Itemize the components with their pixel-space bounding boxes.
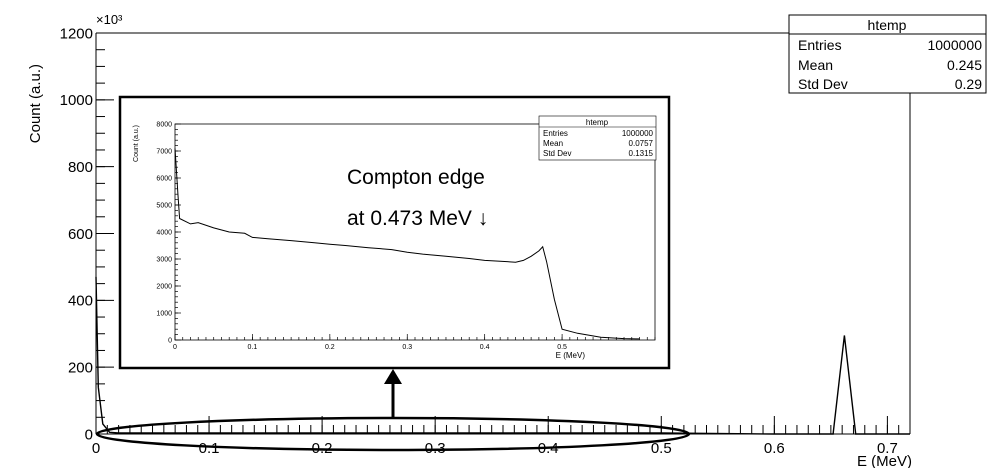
main-stats-stddev-label: Std Dev <box>798 76 848 92</box>
main-y-tick-label: 1000 <box>60 92 93 109</box>
inset-x-tick-label: 0.5 <box>557 344 567 351</box>
main-x-tick-label: 0.5 <box>651 440 672 457</box>
inset-stats-stddev-label: Std Dev <box>543 149 571 158</box>
main-stats-entries-value: 1000000 <box>927 37 982 53</box>
main-x-tick-label: 0.6 <box>764 440 785 457</box>
inset-stats-stddev-value: 0.1315 <box>629 149 654 158</box>
main-y-tick-label: 600 <box>68 226 93 243</box>
inset-x-tick-label: 0 <box>173 344 177 351</box>
inset-y-tick-label: 4000 <box>156 229 172 236</box>
inset: 0 1000 2000 3000 4000 5000 6000 7000 8000 0 0.1 0.… <box>118 95 671 370</box>
inset-y-tick-label: 1000 <box>156 310 172 317</box>
inset-x-tick-label: 0.1 <box>248 344 258 351</box>
inset-y-tick-label: 0 <box>168 337 172 344</box>
inset-stats-frame <box>538 115 657 161</box>
inset-stats-mean-label: Mean <box>543 139 563 148</box>
inset-y-tick-label: 5000 <box>156 202 172 209</box>
inset-x-tick-label: 0.2 <box>325 344 335 351</box>
main-x-tick-label: 0.1 <box>199 440 220 457</box>
main-axes: 0 200 400 600 800 1000 1200 0 0.1 0.2 0.3 0.4 0.5 0.… <box>27 12 912 468</box>
main-y-multiplier: ×10³ <box>96 12 123 27</box>
main-x-tick-label: 0.3 <box>425 440 446 457</box>
main-stats-entries-label: Entries <box>798 37 842 53</box>
inset-x-tick-label: 0.4 <box>480 344 490 351</box>
main-stats-stddev-value: 0.29 <box>955 76 982 92</box>
main-stats-mean-label: Mean <box>798 57 833 73</box>
inset-stats-entries-value: 1000000 <box>622 129 654 138</box>
inset-y-tick-label: 2000 <box>156 283 172 290</box>
inset-x-ticks: 0 0.1 0.2 0.3 0.4 0.5 <box>173 334 656 351</box>
main-y-tick-label: 800 <box>68 159 93 176</box>
inset-y-ticks: 0 1000 2000 3000 4000 5000 6000 7000 8000 <box>156 121 181 344</box>
inset-stats-title: htemp <box>586 118 609 127</box>
inset-stats-mean-value: 0.0757 <box>629 139 654 148</box>
inset-y-tick-label: 3000 <box>156 256 172 263</box>
main-y-tick-label: 1200 <box>60 25 93 42</box>
main-y-tick-label: 400 <box>68 293 93 310</box>
main-stats-box: htemp Entries 1000000 Mean 0.245 Std Dev… <box>788 14 987 94</box>
inset-y-tick-label: 8000 <box>156 121 172 128</box>
main-x-tick-label: 0 <box>92 440 100 457</box>
compton-annotation-line1: Compton edge <box>347 166 485 189</box>
main-y-axis-label: Count (a.u.) <box>27 64 44 143</box>
inset-y-tick-label: 7000 <box>156 148 172 155</box>
inset-spectrum-line <box>174 148 640 340</box>
main-y-ticks: 0 200 400 600 800 1000 1200 <box>60 25 114 443</box>
main-stats-mean-value: 0.245 <box>947 57 982 73</box>
main-stats-frame <box>788 14 987 94</box>
inset-y-axis-label: Count (a.u.) <box>133 125 140 162</box>
main-x-tick-label: 0.7 <box>877 440 898 457</box>
inset-stats-box: htemp Entries 1000000 Mean 0.0757 Std De… <box>538 115 657 161</box>
main-y-tick-label: 200 <box>68 359 93 376</box>
inset-x-tick-label: 0.3 <box>402 344 412 351</box>
main-x-axis-label: E (MeV) <box>857 453 912 468</box>
inset-x-axis-label: E (MeV) <box>556 351 586 360</box>
main-y-tick-label: 0 <box>85 426 93 443</box>
compton-annotation-line2: at 0.473 MeV ↓ <box>347 207 488 230</box>
zoom-arrow-head <box>384 369 402 384</box>
main-stats-title: htemp <box>868 17 907 33</box>
inset-y-tick-label: 6000 <box>156 175 172 182</box>
inset-stats-entries-label: Entries <box>543 129 568 138</box>
